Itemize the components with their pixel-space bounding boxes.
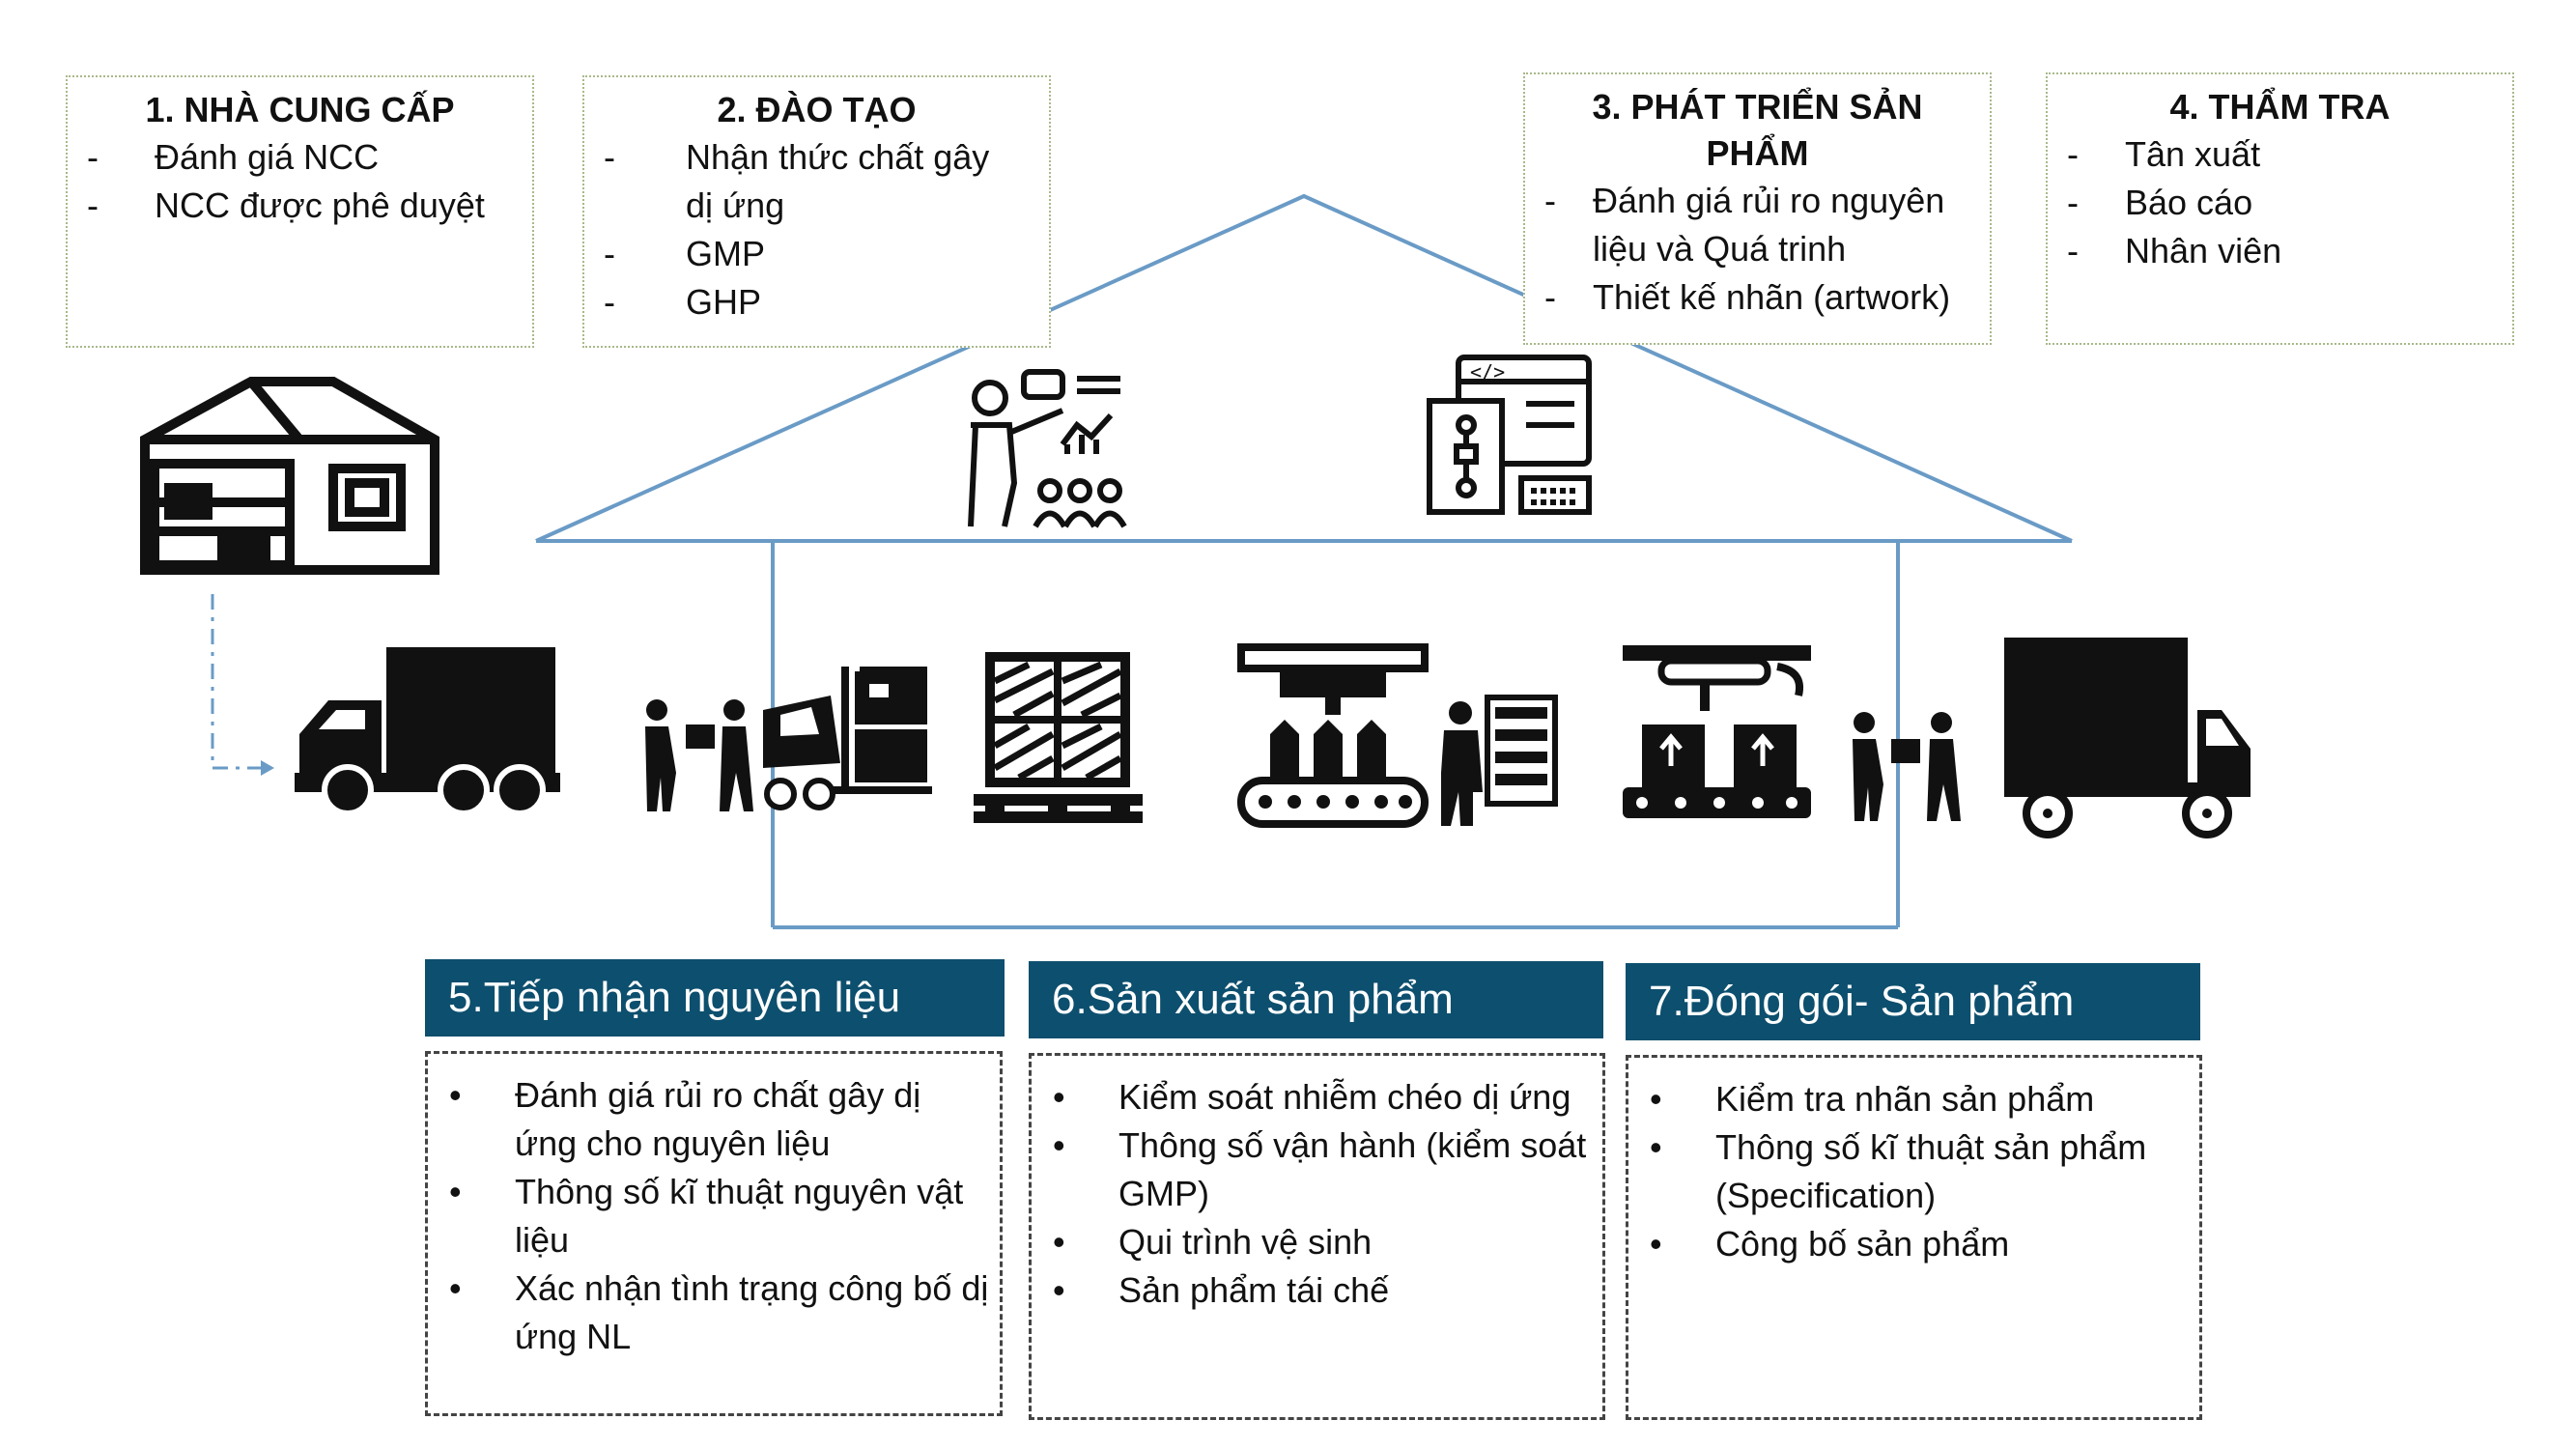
- design-icon: </>: [1427, 355, 1592, 515]
- header-raw-material-receiving: 5.Tiếp nhận nguyên liệu: [425, 959, 1005, 1037]
- header-production: 6.Sản xuất sản phẩm: [1029, 961, 1603, 1038]
- truck-icon: [295, 647, 560, 816]
- box-training-title: 2. ĐÀO TẠO: [717, 90, 917, 129]
- box-verification-list: Tân xuất Báo cáo Nhân viên: [2067, 130, 2493, 275]
- list-item: NCC được phê duyệt: [87, 182, 513, 230]
- delivery-truck-icon: [2004, 638, 2250, 838]
- svg-text:</>: </>: [1470, 360, 1505, 384]
- list-item: Đánh giá NCC: [87, 133, 513, 182]
- pallet-icon: [974, 652, 1143, 823]
- training-icon: [968, 369, 1127, 528]
- box-product-development-title: 3. PHÁT TRIỂN SẢN PHẨM: [1592, 87, 1923, 173]
- list-item: Đánh giá rủi ro chất gây dị ứng cho nguy…: [438, 1071, 990, 1168]
- list-item: Sản phẩm tái chế: [1041, 1266, 1593, 1315]
- box-supplier-list: Đánh giá NCC NCC được phê duyệt: [87, 133, 513, 230]
- header-packaging: 7.Đóng gói- Sản phẩm: [1626, 963, 2200, 1040]
- list-item: Báo cáo: [2067, 179, 2493, 227]
- box-production: Kiểm soát nhiễm chéo dị ứng Thông số vận…: [1029, 1053, 1605, 1420]
- box-production-list: Kiểm soát nhiễm chéo dị ứng Thông số vận…: [1041, 1073, 1593, 1315]
- list-item: Thông số kĩ thuật nguyên vật liệu: [438, 1168, 990, 1264]
- handover-icon: [645, 699, 753, 811]
- box-supplier: 1. NHÀ CUNG CẤP Đánh giá NCC NCC được ph…: [66, 75, 534, 348]
- connector-arrowhead: [261, 760, 274, 776]
- box-product-development-list: Đánh giá rủi ro nguyên liệu và Quá trinh…: [1544, 177, 1970, 322]
- list-item: Đánh giá rủi ro nguyên liệu và Quá trinh: [1544, 177, 1970, 273]
- box-training-list: Nhận thức chất gây dị ứng GMP GHP: [604, 133, 1030, 327]
- box-verification: 4. THẨM TRA Tân xuất Báo cáo Nhân viên: [2046, 72, 2514, 345]
- box-packaging-list: Kiểm tra nhãn sản phẩm Thông số kĩ thuật…: [1638, 1075, 2190, 1268]
- list-item: Thông số kĩ thuật sản phẩm (Specificatio…: [1638, 1123, 2190, 1220]
- list-item: Xác nhận tình trạng công bố dị ứng NL: [438, 1264, 990, 1361]
- list-item: Nhận thức chất gây dị ứng: [604, 133, 1001, 230]
- list-item: GMP: [604, 230, 1001, 278]
- box-raw-material-list: Đánh giá rủi ro chất gây dị ứng cho nguy…: [438, 1071, 990, 1361]
- list-item: Thông số vận hành (kiểm soát GMP): [1041, 1122, 1593, 1218]
- list-item: Tân xuất: [2067, 130, 2493, 179]
- box-training: 2. ĐÀO TẠO Nhận thức chất gây dị ứng GMP…: [582, 75, 1051, 348]
- list-item: Nhân viên: [2067, 227, 2493, 275]
- list-item: GHP: [604, 278, 1001, 327]
- list-item: Công bố sản phẩm: [1638, 1220, 2190, 1268]
- bottling-line-icon: [1237, 643, 1429, 828]
- roof-outline: [535, 193, 2073, 543]
- box-product-development: 3. PHÁT TRIỂN SẢN PHẨM Đánh giá rủi ro n…: [1523, 72, 1992, 345]
- packaging-robot-icon: [1623, 645, 1811, 818]
- box-verification-title: 4. THẨM TRA: [2169, 87, 2391, 127]
- box-raw-material-receiving: Đánh giá rủi ro chất gây dị ứng cho nguy…: [425, 1051, 1003, 1416]
- list-item: Thiết kế nhãn (artwork): [1544, 273, 1970, 322]
- list-item: Kiểm soát nhiễm chéo dị ứng: [1041, 1073, 1593, 1122]
- box-packaging: Kiểm tra nhãn sản phẩm Thông số kĩ thuật…: [1626, 1055, 2202, 1420]
- box-supplier-title: 1. NHÀ CUNG CẤP: [145, 90, 455, 129]
- supplier-connector: [211, 594, 261, 770]
- warehouse-icon: [140, 377, 439, 575]
- list-item: Kiểm tra nhãn sản phẩm: [1638, 1075, 2190, 1123]
- worker-shelf-icon: [1441, 695, 1558, 826]
- forklift-icon: [763, 667, 932, 810]
- list-item: Qui trình vệ sinh: [1041, 1218, 1593, 1266]
- handover-icon-right: [1853, 712, 1961, 821]
